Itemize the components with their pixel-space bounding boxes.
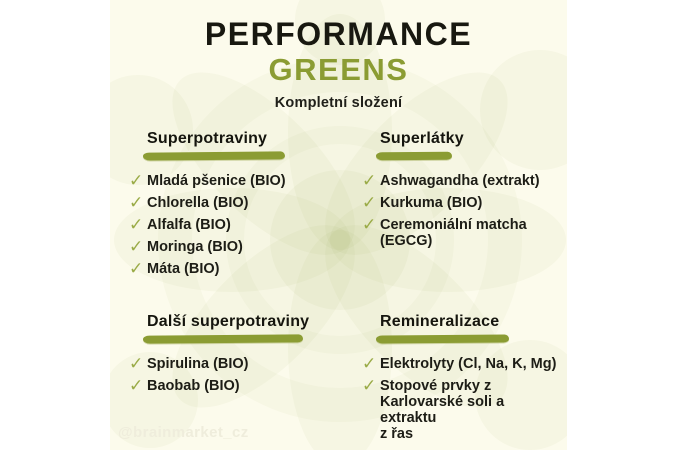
item-label: Alfalfa (BIO) bbox=[147, 217, 231, 233]
item-label: Baobab (BIO) bbox=[147, 378, 240, 394]
section-title: Superpotraviny bbox=[147, 130, 268, 147]
list-item: ✓ Stopové prvky z Karlovarské soli a extr… bbox=[362, 376, 563, 442]
ingredient-list: ✓ Elektrolyty (Cl, Na, K, Mg) ✓ Stopové prv… bbox=[362, 354, 563, 442]
list-item: ✓ Moringa (BIO) bbox=[129, 237, 348, 256]
list-item: ✓ Mladá pšenice (BIO) bbox=[129, 171, 348, 190]
list-item: ✓ Chlorella (BIO) bbox=[129, 193, 348, 212]
list-item: ✓ Kurkuma (BIO) bbox=[362, 193, 559, 212]
item-label: Stopové prvky z Karlovarské soli a extra… bbox=[380, 378, 505, 442]
header: PERFORMANCE GREENS Kompletní složení bbox=[110, 0, 567, 111]
section-dalsi-superpotraviny: Další superpotraviny ✓ Spirulina (BIO) ✓ Bao… bbox=[129, 313, 352, 400]
brush-underline bbox=[142, 334, 304, 344]
subtitle-complete-composition: Kompletní složení bbox=[274, 95, 403, 111]
item-label: Chlorella (BIO) bbox=[147, 195, 249, 211]
check-icon: ✓ bbox=[129, 237, 144, 256]
item-label: Kurkuma (BIO) bbox=[380, 195, 483, 211]
list-item: ✓ Máta (BIO) bbox=[129, 259, 348, 278]
list-item: ✓ Spirulina (BIO) bbox=[129, 354, 352, 373]
check-icon: ✓ bbox=[129, 215, 144, 234]
item-label: Máta (BIO) bbox=[147, 261, 220, 277]
section-title: Remineralizace bbox=[380, 313, 500, 330]
check-icon: ✓ bbox=[362, 376, 377, 395]
list-item: ✓ Baobab (BIO) bbox=[129, 376, 352, 395]
check-icon: ✓ bbox=[129, 259, 144, 278]
list-item: ✓ Elektrolyty (Cl, Na, K, Mg) bbox=[362, 354, 563, 373]
item-label: Ceremoniální matcha (EGCG) bbox=[380, 217, 527, 249]
check-icon: ✓ bbox=[129, 171, 144, 190]
section-title: Superlátky bbox=[380, 130, 464, 147]
ingredient-list: ✓ Spirulina (BIO) ✓ Baobab (BIO) bbox=[129, 354, 352, 395]
item-label: Moringa (BIO) bbox=[147, 239, 243, 255]
check-icon: ✓ bbox=[362, 215, 377, 234]
ingredient-list: ✓ Ashwagandha (extrakt) ✓ Kurkuma (BIO) ✓ Cer… bbox=[362, 171, 559, 249]
item-label: Ashwagandha (extrakt) bbox=[380, 173, 540, 189]
brush-underline bbox=[375, 334, 510, 344]
ingredient-list: ✓ Mladá pšenice (BIO) ✓ Chlorella (BIO) ✓ Alf… bbox=[129, 171, 348, 278]
infographic-poster: PERFORMANCE GREENS Kompletní složení Sup… bbox=[110, 0, 567, 450]
title-greens: GREENS bbox=[268, 52, 409, 87]
title-performance: PERFORMANCE bbox=[204, 16, 473, 52]
check-icon: ✓ bbox=[129, 193, 144, 212]
section-superpotraviny: Superpotraviny ✓ Mladá pšenice (BIO) ✓ Chlor… bbox=[129, 130, 348, 283]
section-superlatky: Superlátky ✓ Ashwagandha (extrakt) ✓ Kurkuma… bbox=[362, 130, 559, 255]
section-remineralizace: Remineralizace ✓ Elektrolyty (Cl, Na, K, M… bbox=[362, 313, 563, 448]
watermark: @brainmarket_cz bbox=[118, 424, 249, 441]
item-label: Elektrolyty (Cl, Na, K, Mg) bbox=[380, 356, 557, 372]
check-icon: ✓ bbox=[129, 354, 144, 373]
check-icon: ✓ bbox=[129, 376, 144, 395]
item-label: Mladá pšenice (BIO) bbox=[147, 173, 286, 189]
list-item: ✓ Ashwagandha (extrakt) bbox=[362, 171, 559, 190]
section-title: Další superpotraviny bbox=[147, 313, 310, 330]
brush-underline bbox=[375, 151, 453, 161]
list-item: ✓ Alfalfa (BIO) bbox=[129, 215, 348, 234]
check-icon: ✓ bbox=[362, 171, 377, 190]
brush-underline bbox=[142, 151, 286, 161]
item-label: Spirulina (BIO) bbox=[147, 356, 249, 372]
check-icon: ✓ bbox=[362, 354, 377, 373]
list-item: ✓ Ceremoniální matcha (EGCG) bbox=[362, 215, 559, 249]
check-icon: ✓ bbox=[362, 193, 377, 212]
